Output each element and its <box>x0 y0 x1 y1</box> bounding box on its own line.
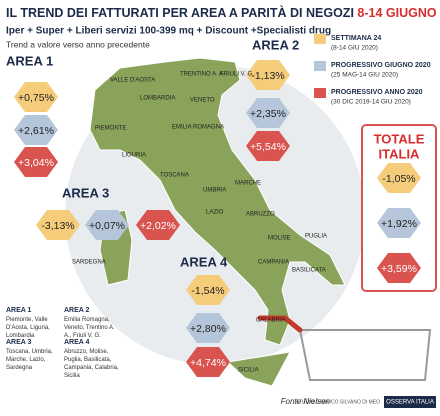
title: IL TREND DEI FATTURATI PER AREA A PARITÀ… <box>6 5 440 20</box>
region-label: MARCHE <box>235 181 261 187</box>
area-name: AREA 1 <box>6 53 53 68</box>
value-hexagon <box>14 115 58 145</box>
area-name: AREA 3 <box>62 185 109 200</box>
legend-swatch <box>314 61 326 71</box>
value-hexagon <box>36 210 80 240</box>
region-label: PIEMONTE <box>95 126 126 132</box>
value-label: +1,92% <box>381 218 417 230</box>
footer-area-regions: Emilia Romagna, Veneto, Trentino A. A., Fr… <box>64 317 115 339</box>
logo: OSSERVA ITALIA <box>386 400 434 406</box>
value-hexagon <box>246 98 290 128</box>
value-label: +2,02% <box>140 220 176 232</box>
value-hexagon <box>186 313 230 343</box>
logo-box <box>384 396 436 408</box>
footer-area-regions: Toscana, Umbria, Marche, Lazio, Sardegna <box>6 349 53 371</box>
region-label: LIGURIA <box>122 153 146 159</box>
region-label: SICILIA <box>238 368 259 374</box>
region-label: UMBRIA <box>203 188 226 194</box>
value-hexagon <box>186 275 230 305</box>
region-label: TRENTINO A. A. <box>180 72 225 78</box>
value-hexagon <box>14 82 58 112</box>
region-label: LOMBARDIA <box>140 96 175 102</box>
region-label: CAMPANIA <box>258 260 289 266</box>
source: Fonte Nielsen <box>281 397 331 406</box>
footer-area-name: AREA 3 <box>6 339 32 346</box>
value-hexagon <box>136 210 180 240</box>
region-label: FRIULI V. G. <box>220 72 254 78</box>
legend-label: PROGRESSIVO GIUGNO 2020 <box>331 62 431 69</box>
value-hexagon <box>186 347 230 377</box>
legend-label: SETTIMANA 24 <box>331 35 381 42</box>
sicily <box>226 351 291 387</box>
value-label: +0,75% <box>18 92 54 104</box>
legend-period: (25 MAG-14 GIU 2020) <box>331 72 398 79</box>
region-label: BASILICATA <box>292 268 326 274</box>
value-label: -1,54% <box>191 285 224 297</box>
value-label: +3,59% <box>381 263 417 275</box>
footer-area-regions: Piemonte, Valle D'Aosta, Liguria, Lombardi… <box>6 317 50 339</box>
value-label: +2,35% <box>250 108 286 120</box>
value-hexagon <box>14 147 58 177</box>
note: Trend a valore verso anno precedente <box>6 39 150 49</box>
value-hexagon <box>377 208 421 238</box>
legend-period: (8-14 GIU 2020) <box>331 45 378 52</box>
value-label: -1,13% <box>251 70 284 82</box>
legend-swatch <box>314 34 326 44</box>
footer-area-name: AREA 4 <box>64 339 90 346</box>
credit: STUDIO GRAFICO SILVANO DI MEO <box>295 399 380 405</box>
value-label: -1,05% <box>382 173 415 185</box>
value-label: +4,74% <box>190 357 226 369</box>
region-label: VENETO <box>190 98 215 104</box>
footer-area-name: AREA 1 <box>6 307 32 314</box>
value-label: +5,54% <box>250 141 286 153</box>
subtitle: Iper + Super + Liberi servizi 100-399 mq… <box>6 26 331 37</box>
total-title: TOTALE <box>374 131 425 146</box>
trolley-illustration <box>257 315 432 381</box>
region-label: ABRUZZO <box>246 212 275 218</box>
region-label: SARDEGNA <box>72 260 106 266</box>
region-label: EMILIA ROMAGNA <box>172 125 224 131</box>
footer-area-name: AREA 2 <box>64 307 90 314</box>
italy-mainland <box>89 57 346 346</box>
value-label: +2,61% <box>18 125 54 137</box>
area-name: AREA 2 <box>252 37 299 52</box>
value-label: +3,04% <box>18 157 54 169</box>
value-label: +2,80% <box>190 323 226 335</box>
value-hexagon <box>246 60 290 90</box>
legend-label: PROGRESSIVO ANNO 2020 <box>331 89 423 96</box>
value-hexagon <box>377 163 421 193</box>
region-label: LAZIO <box>206 210 224 216</box>
value-hexagon <box>377 253 421 283</box>
region-label: MOLISE <box>268 236 291 242</box>
value-label: +0,07% <box>89 220 125 232</box>
region-label: VALLE D'AOSTA <box>110 78 155 84</box>
footer-area-regions: Abruzzo, Molise, Puglia, Basilicata, Campa… <box>64 349 119 379</box>
legend-swatch <box>314 88 326 98</box>
region-label: TOSCANA <box>160 173 189 179</box>
area-name: AREA 4 <box>180 254 228 269</box>
value-hexagon <box>246 131 290 161</box>
value-label: -3,13% <box>41 220 74 232</box>
legend-period: (30 DIC 2019-14 GIU 2020) <box>331 99 411 106</box>
region-label: CALABRIA <box>256 318 286 324</box>
total-title: ITALIA <box>379 146 421 161</box>
value-hexagon <box>85 210 129 240</box>
region-label: PUGLIA <box>305 234 327 240</box>
